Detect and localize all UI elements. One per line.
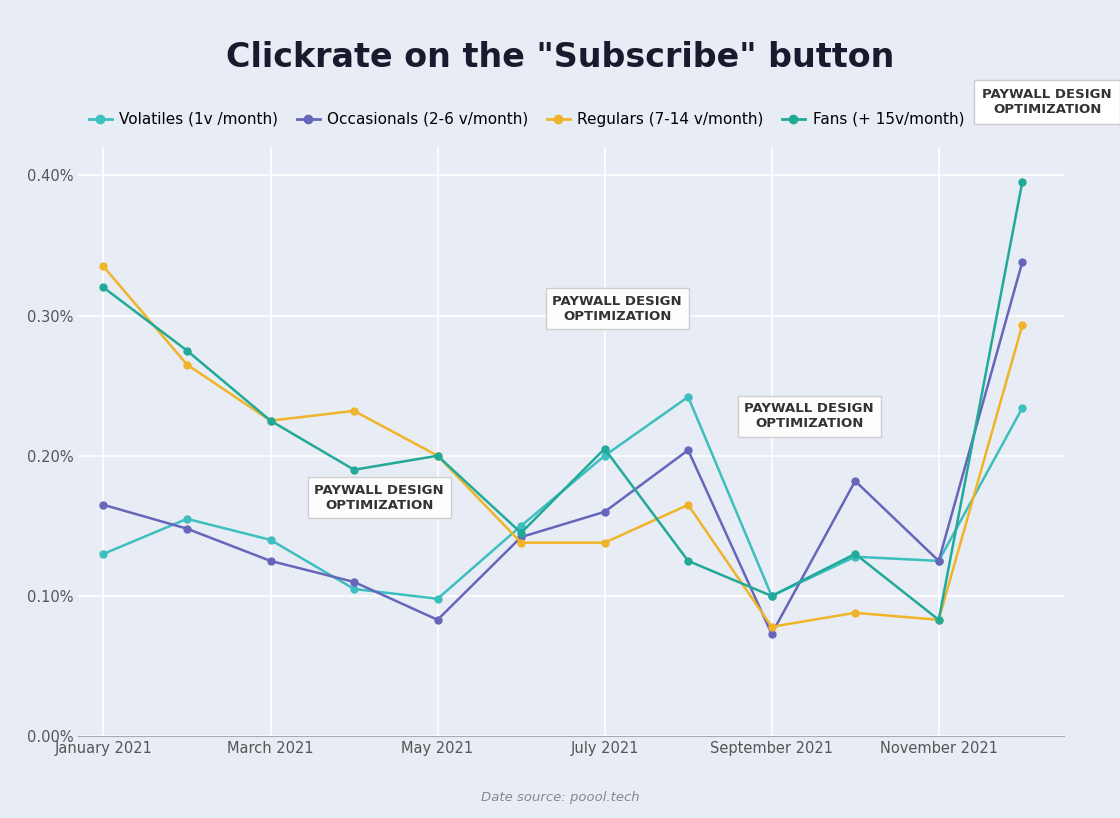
Fans (+ 15v/month) bbox=[431, 451, 445, 461]
Occasionals (2-6 v/month) bbox=[96, 500, 110, 510]
Fans (+ 15v/month) bbox=[598, 444, 612, 454]
Fans (+ 15v/month) bbox=[1016, 178, 1029, 187]
Regulars (7-14 v/month) bbox=[932, 615, 945, 625]
Regulars (7-14 v/month) bbox=[431, 451, 445, 461]
Line: Regulars (7-14 v/month): Regulars (7-14 v/month) bbox=[100, 263, 1026, 631]
Volatiles (1v /month) bbox=[598, 451, 612, 461]
Volatiles (1v /month) bbox=[1016, 403, 1029, 413]
Line: Fans (+ 15v/month): Fans (+ 15v/month) bbox=[100, 179, 1026, 623]
Fans (+ 15v/month) bbox=[514, 528, 528, 537]
Occasionals (2-6 v/month) bbox=[681, 445, 694, 455]
Regulars (7-14 v/month) bbox=[681, 500, 694, 510]
Regulars (7-14 v/month) bbox=[598, 537, 612, 547]
Fans (+ 15v/month) bbox=[765, 591, 778, 601]
Occasionals (2-6 v/month) bbox=[264, 556, 278, 566]
Volatiles (1v /month) bbox=[681, 392, 694, 402]
Occasionals (2-6 v/month) bbox=[514, 533, 528, 542]
Occasionals (2-6 v/month) bbox=[431, 615, 445, 625]
Occasionals (2-6 v/month) bbox=[180, 524, 194, 533]
Volatiles (1v /month) bbox=[932, 556, 945, 566]
Text: PAYWALL DESIGN
OPTIMIZATION: PAYWALL DESIGN OPTIMIZATION bbox=[315, 483, 444, 512]
Occasionals (2-6 v/month) bbox=[1016, 258, 1029, 267]
Volatiles (1v /month) bbox=[431, 594, 445, 604]
Text: Clickrate on the "Subscribe" button: Clickrate on the "Subscribe" button bbox=[226, 41, 894, 74]
Text: PAYWALL DESIGN
OPTIMIZATION: PAYWALL DESIGN OPTIMIZATION bbox=[982, 88, 1112, 116]
Fans (+ 15v/month) bbox=[347, 465, 361, 474]
Text: Date source: poool.tech: Date source: poool.tech bbox=[480, 791, 640, 804]
Text: PAYWALL DESIGN
OPTIMIZATION: PAYWALL DESIGN OPTIMIZATION bbox=[745, 402, 874, 430]
Regulars (7-14 v/month) bbox=[849, 608, 862, 618]
Occasionals (2-6 v/month) bbox=[347, 577, 361, 587]
Occasionals (2-6 v/month) bbox=[598, 507, 612, 517]
Volatiles (1v /month) bbox=[765, 591, 778, 601]
Volatiles (1v /month) bbox=[514, 521, 528, 531]
Occasionals (2-6 v/month) bbox=[932, 556, 945, 566]
Occasionals (2-6 v/month) bbox=[765, 629, 778, 639]
Volatiles (1v /month) bbox=[347, 584, 361, 594]
Volatiles (1v /month) bbox=[849, 552, 862, 562]
Fans (+ 15v/month) bbox=[849, 549, 862, 559]
Text: PAYWALL DESIGN
OPTIMIZATION: PAYWALL DESIGN OPTIMIZATION bbox=[552, 294, 682, 322]
Regulars (7-14 v/month) bbox=[264, 416, 278, 425]
Volatiles (1v /month) bbox=[96, 549, 110, 559]
Line: Volatiles (1v /month): Volatiles (1v /month) bbox=[100, 393, 1026, 602]
Fans (+ 15v/month) bbox=[96, 282, 110, 292]
Regulars (7-14 v/month) bbox=[180, 360, 194, 370]
Fans (+ 15v/month) bbox=[681, 556, 694, 566]
Regulars (7-14 v/month) bbox=[347, 406, 361, 416]
Regulars (7-14 v/month) bbox=[514, 537, 528, 547]
Line: Occasionals (2-6 v/month): Occasionals (2-6 v/month) bbox=[100, 258, 1026, 637]
Volatiles (1v /month) bbox=[264, 535, 278, 545]
Volatiles (1v /month) bbox=[180, 514, 194, 524]
Regulars (7-14 v/month) bbox=[96, 262, 110, 272]
Legend: Volatiles (1v /month), Occasionals (2-6 v/month), Regulars (7-14 v/month), Fans : Volatiles (1v /month), Occasionals (2-6 … bbox=[83, 106, 970, 133]
Fans (+ 15v/month) bbox=[180, 346, 194, 356]
Fans (+ 15v/month) bbox=[932, 615, 945, 625]
Regulars (7-14 v/month) bbox=[765, 622, 778, 631]
Fans (+ 15v/month) bbox=[264, 416, 278, 425]
Occasionals (2-6 v/month) bbox=[849, 476, 862, 486]
Regulars (7-14 v/month) bbox=[1016, 321, 1029, 330]
